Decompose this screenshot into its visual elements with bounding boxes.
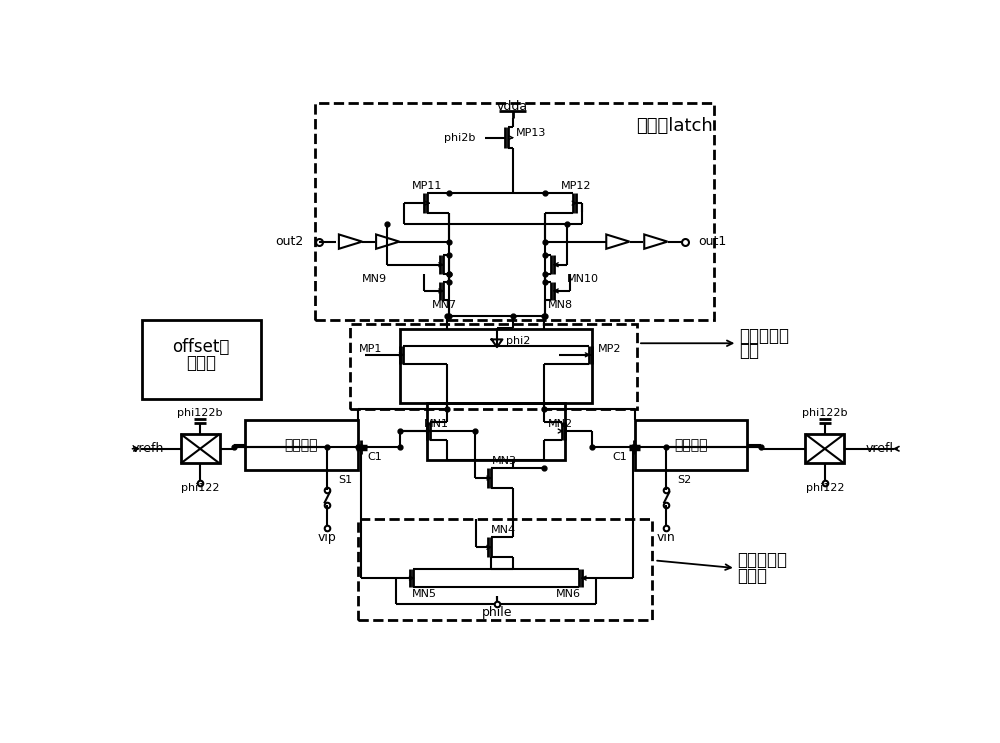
Text: vip: vip <box>317 531 336 544</box>
Bar <box>427 403 565 461</box>
Text: phi122: phi122 <box>181 483 219 493</box>
Text: MN5: MN5 <box>412 588 437 599</box>
Text: MN6: MN6 <box>556 588 581 599</box>
Text: 通电路: 通电路 <box>737 567 767 585</box>
Text: out2: out2 <box>275 235 303 248</box>
Bar <box>805 434 844 464</box>
Bar <box>245 421 358 470</box>
Bar <box>350 324 637 409</box>
Text: S1: S1 <box>338 476 352 485</box>
Text: phi2: phi2 <box>506 336 531 346</box>
Text: MP13: MP13 <box>516 128 546 138</box>
Text: 准模块: 准模块 <box>186 354 216 372</box>
Text: 放大: 放大 <box>740 342 760 360</box>
Text: C1: C1 <box>612 452 627 462</box>
Text: phi2b: phi2b <box>444 133 475 143</box>
Text: MP12: MP12 <box>561 181 591 191</box>
Text: phi122b: phi122b <box>802 409 848 418</box>
Text: 校准失调接: 校准失调接 <box>737 551 787 569</box>
Text: phi122: phi122 <box>806 483 844 493</box>
Text: vdda: vdda <box>497 100 528 113</box>
Text: MP11: MP11 <box>412 181 442 191</box>
Bar <box>635 421 747 470</box>
Text: C1: C1 <box>368 452 382 462</box>
Text: MP2: MP2 <box>598 345 621 354</box>
Text: MN9: MN9 <box>362 273 387 284</box>
Text: MN8: MN8 <box>548 299 573 310</box>
Bar <box>315 103 714 320</box>
Text: phile: phile <box>482 606 512 619</box>
Bar <box>400 329 592 403</box>
Text: phi122b: phi122b <box>177 409 223 418</box>
Bar <box>142 320 261 400</box>
Text: MP1: MP1 <box>359 345 382 354</box>
Text: vin: vin <box>657 531 675 544</box>
Text: MN3: MN3 <box>492 456 517 466</box>
Text: MN7: MN7 <box>432 299 457 310</box>
Text: MN10: MN10 <box>567 273 599 284</box>
Text: S2: S2 <box>678 476 692 485</box>
Text: 电容阵列: 电容阵列 <box>284 438 318 452</box>
Text: MN1: MN1 <box>424 419 449 429</box>
Text: out1: out1 <box>698 235 727 248</box>
Text: vrefh: vrefh <box>131 442 164 455</box>
Bar <box>181 434 220 464</box>
Bar <box>358 519 652 620</box>
Text: MN2: MN2 <box>548 419 573 429</box>
Text: vrefl: vrefl <box>866 442 894 455</box>
Text: 比较器前置: 比较器前置 <box>740 327 790 345</box>
Text: 比较器latch: 比较器latch <box>637 117 713 135</box>
Text: MN4: MN4 <box>491 525 516 536</box>
Text: 电容阵列: 电容阵列 <box>674 438 708 452</box>
Text: offset校: offset校 <box>172 338 230 356</box>
